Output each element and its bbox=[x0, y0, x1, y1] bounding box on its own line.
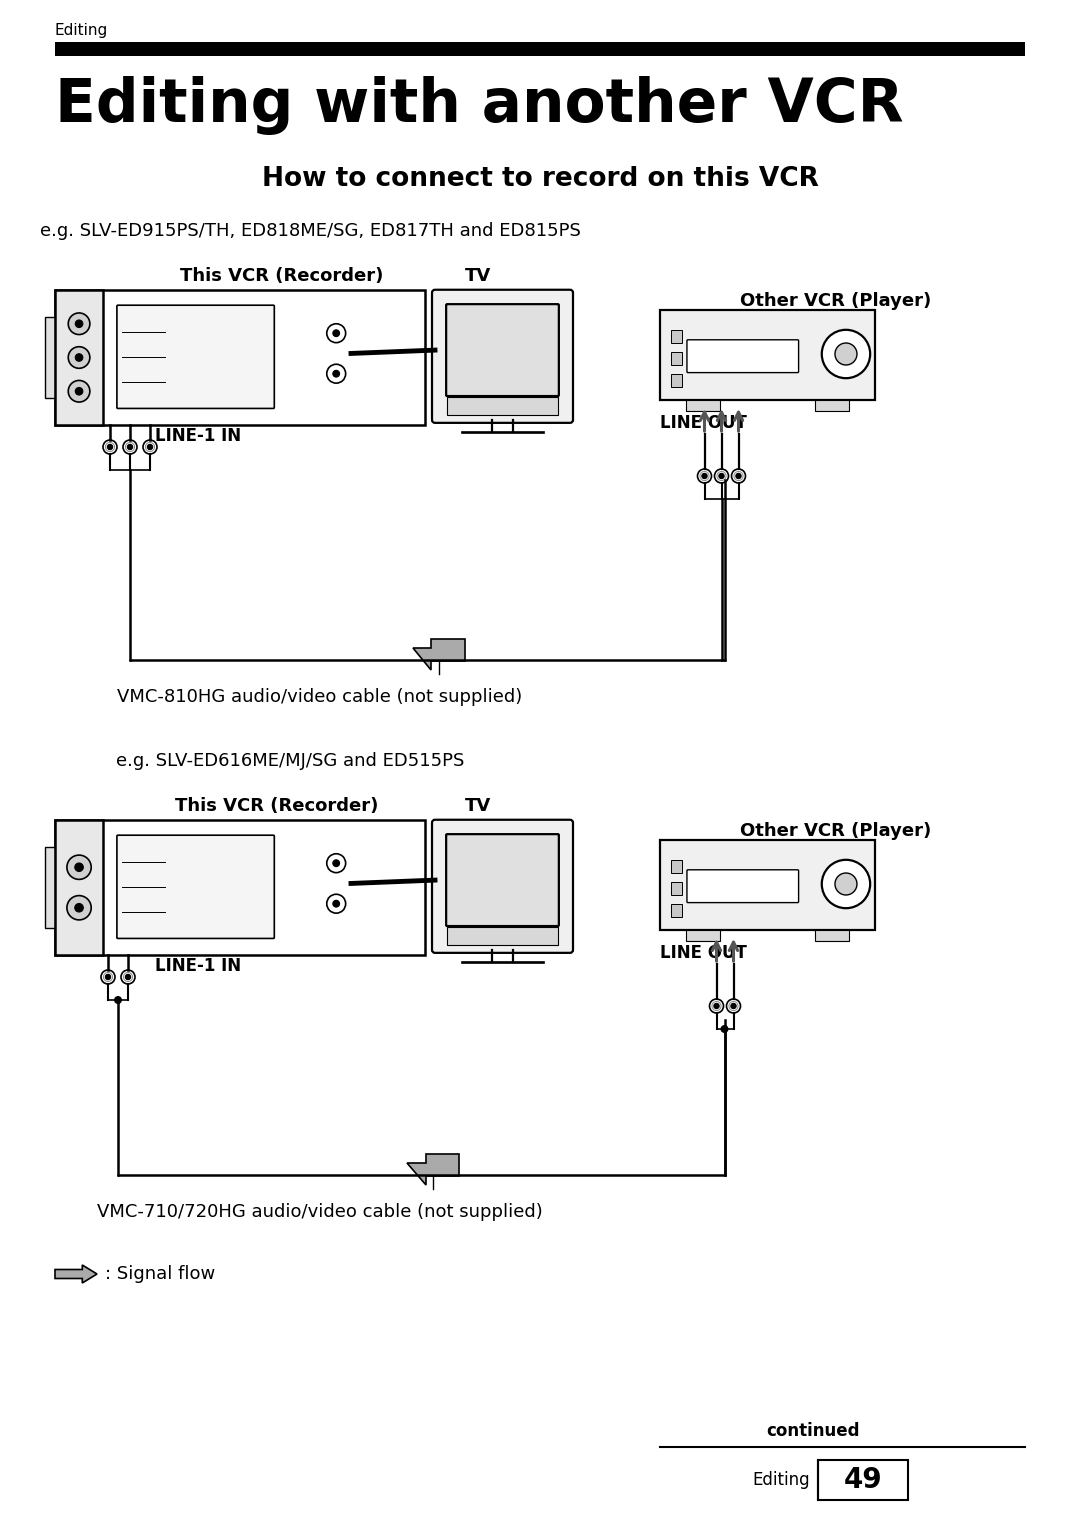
Circle shape bbox=[103, 440, 117, 454]
FancyBboxPatch shape bbox=[671, 330, 681, 342]
Circle shape bbox=[735, 474, 741, 479]
Circle shape bbox=[327, 894, 346, 913]
Circle shape bbox=[702, 474, 707, 479]
FancyBboxPatch shape bbox=[446, 835, 558, 927]
Circle shape bbox=[76, 387, 83, 394]
Circle shape bbox=[835, 873, 856, 894]
Circle shape bbox=[67, 855, 91, 879]
FancyBboxPatch shape bbox=[814, 930, 849, 942]
Circle shape bbox=[333, 330, 339, 336]
FancyBboxPatch shape bbox=[447, 396, 558, 416]
FancyBboxPatch shape bbox=[687, 870, 798, 902]
Text: 49: 49 bbox=[843, 1466, 882, 1494]
FancyBboxPatch shape bbox=[446, 304, 558, 396]
Text: Editing: Editing bbox=[753, 1471, 810, 1489]
FancyBboxPatch shape bbox=[671, 859, 681, 873]
Text: Editing with another VCR: Editing with another VCR bbox=[55, 76, 904, 135]
Circle shape bbox=[106, 974, 110, 980]
Text: LINE-1 IN: LINE-1 IN bbox=[156, 957, 241, 976]
FancyBboxPatch shape bbox=[671, 904, 681, 917]
Circle shape bbox=[719, 474, 725, 479]
FancyBboxPatch shape bbox=[660, 839, 875, 930]
Circle shape bbox=[333, 901, 339, 907]
Circle shape bbox=[835, 342, 856, 365]
FancyBboxPatch shape bbox=[55, 291, 426, 425]
Circle shape bbox=[143, 440, 157, 454]
Circle shape bbox=[75, 862, 83, 872]
FancyBboxPatch shape bbox=[55, 820, 103, 956]
FancyBboxPatch shape bbox=[671, 352, 681, 365]
FancyBboxPatch shape bbox=[660, 310, 875, 401]
Circle shape bbox=[121, 969, 135, 985]
Circle shape bbox=[125, 974, 131, 980]
Polygon shape bbox=[55, 1264, 97, 1283]
Bar bbox=[55, 41, 1025, 57]
Text: e.g. SLV-ED616ME/MJ/SG and ED515PS: e.g. SLV-ED616ME/MJ/SG and ED515PS bbox=[116, 752, 464, 771]
Circle shape bbox=[715, 469, 729, 483]
Circle shape bbox=[822, 859, 870, 908]
Circle shape bbox=[107, 445, 112, 450]
FancyBboxPatch shape bbox=[55, 291, 103, 425]
Text: TV: TV bbox=[465, 268, 491, 284]
Circle shape bbox=[720, 1024, 729, 1034]
Polygon shape bbox=[414, 639, 465, 670]
Text: This VCR (Recorder): This VCR (Recorder) bbox=[180, 268, 383, 284]
Circle shape bbox=[67, 896, 91, 920]
Circle shape bbox=[698, 469, 712, 483]
Text: LINE-1 IN: LINE-1 IN bbox=[156, 427, 241, 445]
Text: Other VCR (Player): Other VCR (Player) bbox=[740, 292, 931, 310]
Text: VMC-710/720HG audio/video cable (not supplied): VMC-710/720HG audio/video cable (not sup… bbox=[97, 1203, 543, 1222]
FancyBboxPatch shape bbox=[671, 882, 681, 894]
FancyBboxPatch shape bbox=[55, 820, 426, 956]
Circle shape bbox=[333, 859, 339, 867]
Circle shape bbox=[127, 445, 133, 450]
Circle shape bbox=[68, 347, 90, 368]
Text: Editing: Editing bbox=[55, 23, 108, 38]
FancyBboxPatch shape bbox=[814, 401, 849, 411]
FancyBboxPatch shape bbox=[117, 306, 274, 408]
FancyBboxPatch shape bbox=[45, 847, 55, 928]
Text: TV: TV bbox=[465, 797, 491, 815]
Circle shape bbox=[710, 998, 724, 1014]
Circle shape bbox=[327, 324, 346, 342]
Text: This VCR (Recorder): This VCR (Recorder) bbox=[175, 797, 378, 815]
Text: VMC-810HG audio/video cable (not supplied): VMC-810HG audio/video cable (not supplie… bbox=[118, 688, 523, 706]
FancyBboxPatch shape bbox=[432, 820, 573, 953]
Circle shape bbox=[333, 370, 339, 378]
Text: LINE OUT: LINE OUT bbox=[660, 943, 747, 962]
Circle shape bbox=[75, 904, 83, 911]
Circle shape bbox=[68, 313, 90, 335]
FancyBboxPatch shape bbox=[432, 291, 573, 424]
Text: continued: continued bbox=[767, 1422, 860, 1440]
Circle shape bbox=[68, 381, 90, 402]
Circle shape bbox=[822, 330, 870, 378]
FancyBboxPatch shape bbox=[447, 927, 558, 945]
Text: Other VCR (Player): Other VCR (Player) bbox=[740, 823, 931, 839]
FancyBboxPatch shape bbox=[45, 317, 55, 398]
Circle shape bbox=[327, 853, 346, 873]
Circle shape bbox=[76, 320, 83, 327]
FancyBboxPatch shape bbox=[117, 835, 274, 939]
Circle shape bbox=[731, 1003, 737, 1009]
Text: : Signal flow: : Signal flow bbox=[105, 1264, 215, 1283]
Text: e.g. SLV-ED915PS/TH, ED818ME/SG, ED817TH and ED815PS: e.g. SLV-ED915PS/TH, ED818ME/SG, ED817TH… bbox=[40, 222, 580, 240]
Circle shape bbox=[114, 995, 122, 1005]
Bar bbox=[818, 1460, 908, 1500]
Circle shape bbox=[727, 998, 741, 1014]
FancyBboxPatch shape bbox=[671, 373, 681, 387]
Text: How to connect to record on this VCR: How to connect to record on this VCR bbox=[261, 167, 819, 193]
Circle shape bbox=[147, 445, 152, 450]
Polygon shape bbox=[407, 1154, 459, 1185]
Text: LINE OUT: LINE OUT bbox=[660, 414, 747, 433]
FancyBboxPatch shape bbox=[686, 930, 720, 942]
FancyBboxPatch shape bbox=[687, 339, 798, 373]
Circle shape bbox=[731, 469, 745, 483]
Circle shape bbox=[76, 353, 83, 361]
Circle shape bbox=[714, 1003, 719, 1009]
Circle shape bbox=[327, 364, 346, 384]
Circle shape bbox=[123, 440, 137, 454]
FancyBboxPatch shape bbox=[686, 401, 720, 411]
Circle shape bbox=[102, 969, 114, 985]
